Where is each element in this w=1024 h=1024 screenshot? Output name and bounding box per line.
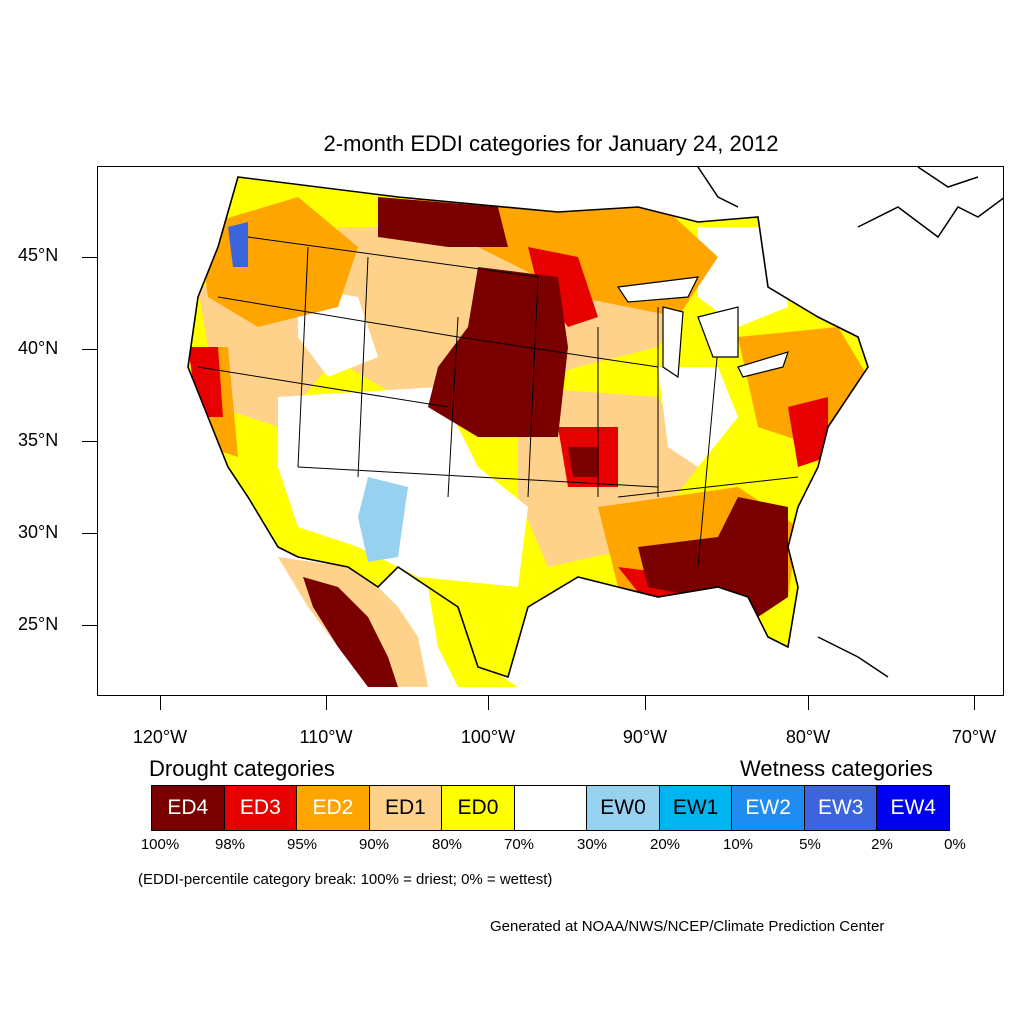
eddi-map xyxy=(187,167,1003,687)
swatch-ed4: ED4 xyxy=(152,786,225,830)
lon-label-110: 110°W xyxy=(299,727,353,747)
boundaries xyxy=(187,176,869,679)
swatch-ew1: EW1 xyxy=(659,786,733,830)
swatch-ew4: EW4 xyxy=(877,786,950,830)
swatch-ew0: EW0 xyxy=(587,786,660,830)
break-label: 95% xyxy=(286,836,318,853)
lon-tick xyxy=(160,696,161,710)
break-label: 80% xyxy=(431,836,463,853)
northern-coast xyxy=(697,167,1003,678)
break-label: 30% xyxy=(576,836,608,853)
map-title: 2-month EDDI categories for January 24, … xyxy=(323,131,779,156)
break-label: 90% xyxy=(358,836,390,853)
lon-label-120: 120°W xyxy=(132,727,188,747)
lat-tick xyxy=(82,257,97,258)
conus-fill xyxy=(188,177,868,677)
lat-tick xyxy=(82,349,97,350)
lat-label-25: 25°N xyxy=(18,614,59,634)
swatch-neutral xyxy=(514,786,588,830)
break-label: 0% xyxy=(944,836,966,853)
map-panel xyxy=(97,166,1004,696)
lat-tick xyxy=(82,441,97,442)
swatch-ed0: ED0 xyxy=(442,786,515,830)
break-label: 2% xyxy=(871,836,893,853)
lat-label-40: 40°N xyxy=(18,338,59,358)
swatch-ed3: ED3 xyxy=(224,786,298,830)
swatch-ew3: EW3 xyxy=(804,786,878,830)
lon-label-70: 70°W xyxy=(951,727,997,747)
break-label: 5% xyxy=(799,836,821,853)
category-note: (EDDI-percentile category break: 100% = … xyxy=(138,871,553,888)
credit-line: Generated at NOAA/NWS/NCEP/Climate Predi… xyxy=(490,918,885,935)
break-label: 20% xyxy=(649,836,681,853)
lat-label-35: 35°N xyxy=(18,430,59,450)
break-label: 100% xyxy=(140,836,180,853)
lon-label-90: 90°W xyxy=(622,727,668,747)
lon-tick xyxy=(808,696,809,710)
lat-tick xyxy=(82,533,97,534)
swatch-ed1: ED1 xyxy=(369,786,443,830)
break-label: 98% xyxy=(214,836,246,853)
swatch-ed2: ED2 xyxy=(297,786,370,830)
break-label: 10% xyxy=(722,836,754,853)
category-legend: ED4 ED3 ED2 ED1 ED0 EW0 EW1 EW2 EW3 EW4 xyxy=(151,785,950,831)
lon-label-80: 80°W xyxy=(785,727,831,747)
lon-label-100: 100°W xyxy=(460,727,516,747)
lat-label-30: 30°N xyxy=(18,522,59,542)
break-label: 70% xyxy=(503,836,535,853)
swatch-ew2: EW2 xyxy=(732,786,805,830)
lon-tick xyxy=(488,696,489,710)
wetness-heading: Wetness categories xyxy=(740,756,933,781)
lon-tick xyxy=(974,696,975,710)
lat-tick xyxy=(82,625,97,626)
lon-tick xyxy=(645,696,646,710)
drought-heading: Drought categories xyxy=(149,756,335,781)
lon-tick xyxy=(326,696,327,710)
lat-label-45: 45°N xyxy=(18,245,59,265)
great-lakes xyxy=(616,276,789,379)
